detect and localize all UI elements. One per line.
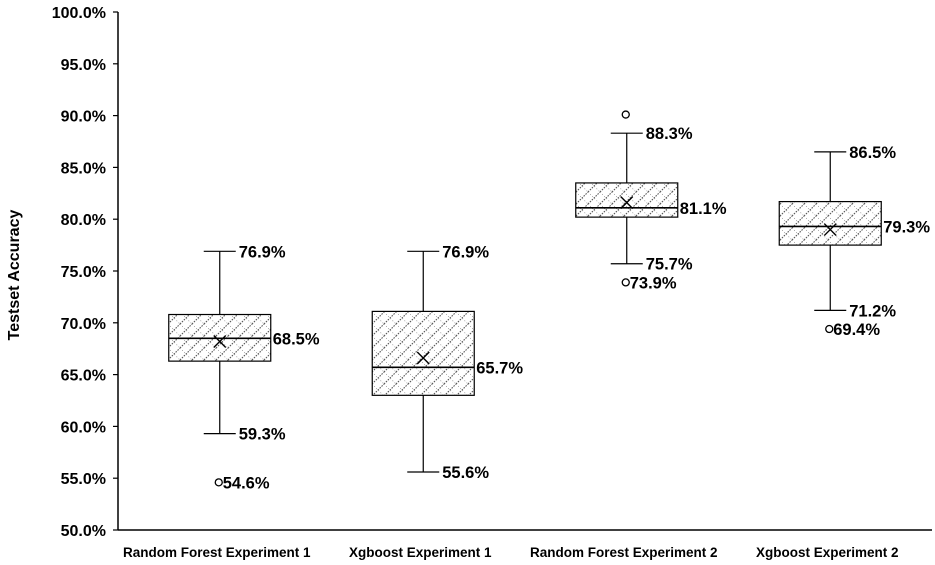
data-label-whisker-high: 76.9% [239, 243, 286, 261]
y-tick-label: 90.0% [61, 109, 106, 126]
boxes: 76.9% 68.5% 59.3% 54.6% 76.9% 65.7% 55.6% 88.3%… [168, 110, 930, 492]
iqr-box [371, 310, 475, 396]
mean-marker [213, 334, 227, 348]
data-label-outlier: 69.4% [833, 321, 880, 339]
data-label-whisker-low: 75.7% [646, 256, 693, 274]
mean-marker [620, 196, 634, 210]
box-group: 88.3% 81.1% 75.7%73.9% [575, 110, 727, 292]
y-tick-label: 100.0% [52, 5, 106, 22]
y-tick-label: 50.0% [61, 523, 106, 540]
x-category-label: Xgboost Experiment 2 [756, 545, 899, 560]
data-label-whisker-high: 76.9% [442, 243, 489, 261]
outlier-point [621, 278, 630, 287]
box-group: 76.9% 65.7% 55.6% [371, 243, 523, 482]
y-tick-label: 80.0% [61, 212, 106, 229]
x-category-label: Random Forest Experiment 1 [123, 545, 311, 560]
mean-marker [823, 223, 837, 237]
y-tick-label: 65.0% [61, 368, 106, 385]
x-axis: Random Forest Experiment 1 Xgboost Experi… [118, 529, 932, 560]
outlier-point [621, 110, 630, 119]
data-label-median: 65.7% [476, 359, 523, 377]
y-axis: 50.0% 55.0% 60.0% 65.0% 70.0% 75.0% 80.0% 85.0%… [52, 5, 119, 540]
data-label-median: 81.1% [680, 200, 727, 218]
y-tick-label: 70.0% [61, 316, 106, 333]
outlier-point [825, 324, 834, 334]
iqr-box [778, 200, 882, 246]
y-axis-title: Testset Accuracy [6, 210, 23, 341]
x-category-label: Random Forest Experiment 2 [530, 545, 718, 560]
data-label-whisker-high: 88.3% [646, 125, 693, 143]
data-label-median: 68.5% [273, 330, 320, 348]
data-label-whisker-low: 71.2% [849, 302, 896, 320]
y-tick-label: 85.0% [61, 160, 106, 177]
data-label-outlier: 73.9% [630, 274, 677, 292]
box-group: 76.9% 68.5% 59.3% 54.6% [168, 243, 320, 492]
y-tick-label: 95.0% [61, 57, 106, 74]
box-group: 86.5% 79.3% 71.2%69.4% [778, 144, 930, 339]
outlier-point [214, 478, 223, 487]
y-tick-label: 60.0% [61, 419, 106, 436]
x-category-label: Xgboost Experiment 1 [349, 545, 492, 560]
data-label-outlier: 54.6% [223, 474, 270, 492]
data-label-whisker-high: 86.5% [849, 144, 896, 162]
iqr-box [575, 182, 679, 218]
mean-marker [416, 351, 430, 365]
data-label-median: 79.3% [883, 218, 930, 236]
data-label-whisker-low: 55.6% [442, 464, 489, 482]
y-tick-label: 75.0% [61, 264, 106, 281]
y-tick-label: 55.0% [61, 471, 106, 488]
data-label-whisker-low: 59.3% [239, 426, 286, 444]
